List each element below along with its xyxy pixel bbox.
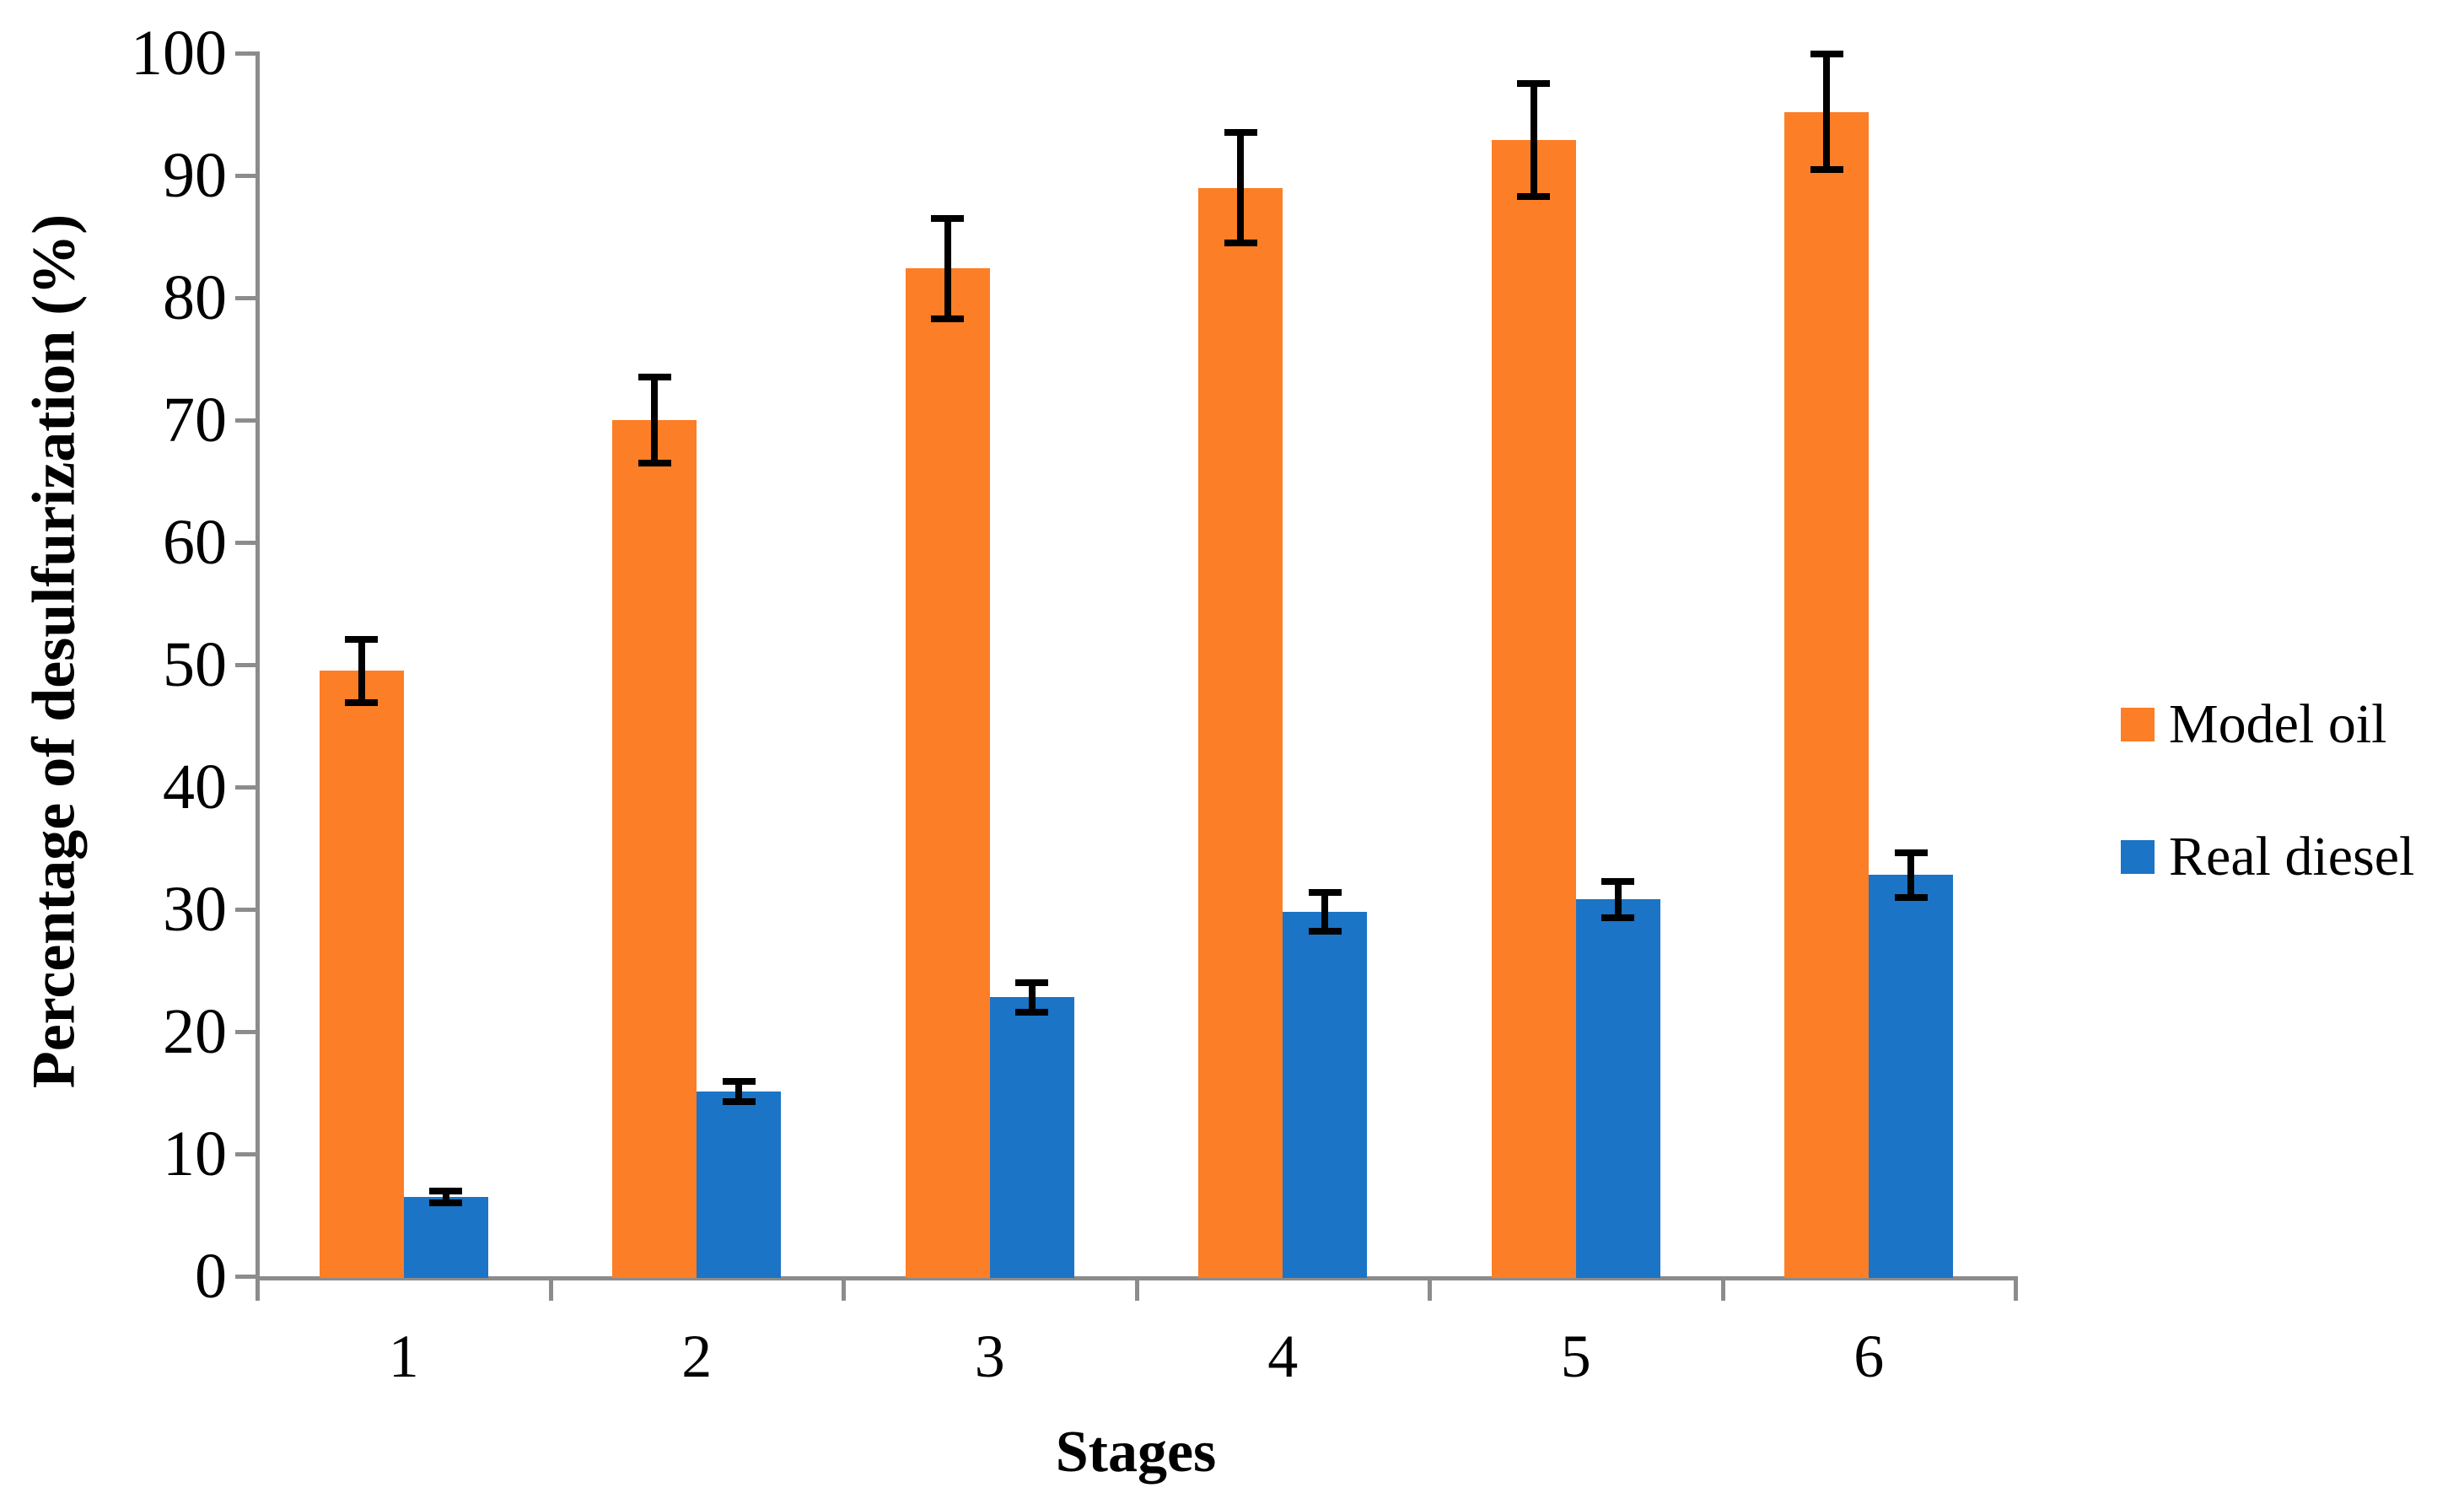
y-tick-label: 0 bbox=[195, 1241, 227, 1312]
y-tick-label: 10 bbox=[163, 1119, 227, 1189]
error-bar-line bbox=[1823, 54, 1831, 170]
error-bar-line bbox=[1028, 983, 1036, 1012]
error-bar-line bbox=[1907, 853, 1915, 898]
x-tick-label: 6 bbox=[1853, 1323, 1885, 1390]
error-bar-cap-top bbox=[931, 214, 965, 222]
y-axis-tick bbox=[235, 51, 256, 56]
y-tick-label: 90 bbox=[163, 140, 227, 211]
x-axis-line bbox=[256, 1276, 2018, 1280]
y-axis-tick bbox=[235, 1030, 256, 1034]
bar-real-diesel-stage-2 bbox=[697, 1092, 782, 1278]
x-tick-label: 5 bbox=[1560, 1323, 1591, 1390]
bar-real-diesel-stage-6 bbox=[1869, 875, 1954, 1278]
bar-real-diesel-stage-4 bbox=[1283, 911, 1368, 1278]
legend-swatch-icon bbox=[2121, 840, 2155, 874]
y-axis-line bbox=[256, 51, 260, 1280]
error-bar-line bbox=[1530, 84, 1537, 197]
bar-model-oil-stage-2 bbox=[612, 420, 697, 1278]
error-bar-cap-bottom bbox=[1894, 893, 1928, 901]
y-axis-tick bbox=[235, 1152, 256, 1156]
error-bar-cap-bottom bbox=[429, 1199, 463, 1206]
legend-item-model-oil: Model oil bbox=[2121, 697, 2414, 752]
error-bar-cap-top bbox=[638, 374, 671, 381]
x-tick-label: 1 bbox=[388, 1323, 419, 1390]
y-axis-tick bbox=[235, 785, 256, 790]
error-bar-cap-top bbox=[1517, 80, 1551, 88]
x-axis-title: Stages bbox=[1055, 1420, 1217, 1485]
y-axis-tick bbox=[235, 663, 256, 667]
x-axis-tick bbox=[842, 1280, 846, 1301]
bar-model-oil-stage-5 bbox=[1491, 139, 1576, 1278]
error-bar-line bbox=[1614, 881, 1622, 919]
error-bar-cap-bottom bbox=[1810, 165, 1843, 173]
legend-swatch-icon bbox=[2121, 708, 2155, 741]
y-tick-label: 50 bbox=[163, 629, 227, 700]
bar-model-oil-stage-4 bbox=[1198, 187, 1283, 1278]
bar-real-diesel-stage-5 bbox=[1575, 899, 1660, 1278]
x-axis-tick bbox=[256, 1280, 260, 1301]
bar-model-oil-stage-6 bbox=[1784, 111, 1870, 1278]
error-bar-cap-bottom bbox=[638, 459, 671, 466]
y-axis-tick bbox=[235, 174, 256, 178]
error-bar-line bbox=[358, 639, 365, 703]
error-bar-cap-top bbox=[345, 635, 379, 643]
error-bar-cap-top bbox=[1224, 129, 1257, 137]
bar-model-oil-stage-1 bbox=[319, 671, 404, 1278]
x-tick-label: 3 bbox=[974, 1323, 1005, 1390]
error-bar-cap-bottom bbox=[345, 698, 379, 706]
error-bar-cap-top bbox=[1810, 51, 1843, 58]
error-bar-line bbox=[735, 1081, 743, 1102]
error-bar-cap-top bbox=[1894, 849, 1928, 857]
y-axis-tick bbox=[235, 296, 256, 300]
y-axis-tick bbox=[235, 908, 256, 912]
x-axis-tick bbox=[1720, 1280, 1725, 1301]
legend-label: Model oil bbox=[2169, 693, 2387, 755]
x-axis-tick bbox=[1428, 1280, 1432, 1301]
error-bar-line bbox=[1237, 132, 1245, 243]
y-tick-label: 70 bbox=[163, 385, 227, 456]
error-bar-cap-bottom bbox=[1517, 192, 1551, 200]
error-bar-cap-bottom bbox=[1308, 928, 1342, 935]
y-tick-label: 30 bbox=[163, 874, 227, 945]
error-bar-cap-bottom bbox=[722, 1097, 756, 1105]
y-axis-tick bbox=[235, 1275, 256, 1279]
error-bar-line bbox=[1321, 892, 1329, 932]
y-axis-tick bbox=[235, 418, 256, 423]
error-bar-line bbox=[944, 218, 951, 319]
legend-item-real-diesel: Real diesel bbox=[2121, 829, 2414, 885]
error-bar-line bbox=[442, 1190, 449, 1203]
error-bar-cap-top bbox=[1601, 877, 1635, 885]
x-axis-tick bbox=[2014, 1280, 2018, 1301]
y-tick-label: 20 bbox=[163, 996, 227, 1067]
y-tick-label: 60 bbox=[163, 507, 227, 578]
legend: Model oil Real diesel bbox=[2121, 697, 2414, 885]
error-bar-cap-top bbox=[1308, 888, 1342, 896]
error-bar-cap-top bbox=[429, 1187, 463, 1194]
x-axis-tick bbox=[1134, 1280, 1139, 1301]
bar-real-diesel-stage-3 bbox=[989, 997, 1074, 1278]
y-tick-label: 40 bbox=[163, 752, 227, 822]
error-bar-cap-top bbox=[722, 1078, 756, 1086]
error-bar-cap-top bbox=[1015, 979, 1049, 986]
y-axis-tick bbox=[235, 541, 256, 545]
error-bar-cap-bottom bbox=[931, 315, 965, 322]
error-bar-cap-bottom bbox=[1601, 914, 1635, 922]
y-tick-label: 80 bbox=[163, 262, 227, 333]
y-tick-label: 100 bbox=[131, 18, 227, 89]
x-axis-tick bbox=[548, 1280, 553, 1301]
error-bar-cap-bottom bbox=[1015, 1008, 1049, 1016]
legend-label: Real diesel bbox=[2169, 826, 2415, 887]
bar-real-diesel-stage-1 bbox=[403, 1196, 488, 1278]
x-tick-label: 4 bbox=[1267, 1323, 1299, 1390]
error-bar-line bbox=[651, 377, 659, 463]
error-bar-cap-bottom bbox=[1224, 239, 1257, 246]
x-tick-label: 2 bbox=[681, 1323, 713, 1390]
bar-model-oil-stage-3 bbox=[905, 268, 990, 1278]
